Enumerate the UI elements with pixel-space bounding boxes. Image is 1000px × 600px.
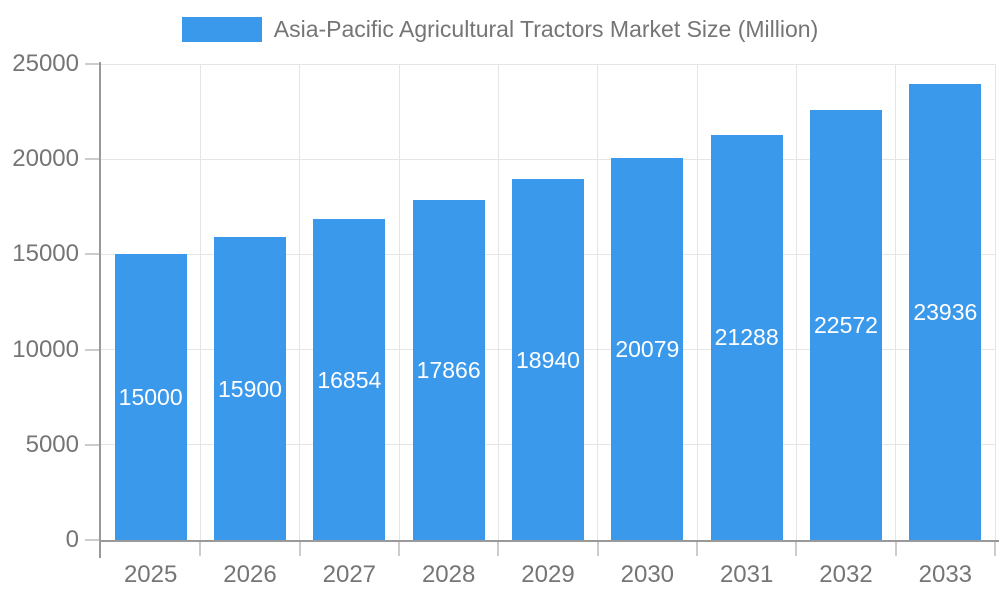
x-axis-tick-label: 2031 (719, 561, 774, 588)
x-axis-tick (596, 540, 599, 556)
gridline-vertical (696, 64, 698, 540)
x-axis-line (99, 540, 999, 542)
bar-value-label: 21288 (714, 324, 779, 351)
bar[interactable] (214, 237, 286, 540)
bar-value-label: 23936 (913, 299, 978, 326)
x-axis-tick (497, 540, 500, 556)
gridline-vertical (497, 64, 499, 540)
bar-value-label: 15900 (218, 375, 282, 402)
y-axis-line (99, 62, 101, 558)
gridline-vertical (199, 64, 201, 540)
x-axis-tick-label: 2032 (819, 561, 873, 588)
y-axis-tick-label: 15000 (12, 240, 79, 268)
bar[interactable] (611, 157, 684, 540)
x-axis-tick (398, 540, 400, 556)
y-axis-tick-label: 25000 (12, 50, 79, 77)
bar-value-label: 17866 (416, 356, 481, 383)
bar-value-label: 16854 (317, 366, 382, 393)
gridline-vertical (895, 64, 897, 540)
x-axis-tick (298, 540, 301, 556)
legend-swatch-icon[interactable] (181, 17, 262, 42)
gridline-vertical (398, 64, 400, 540)
bar-value-label: 15000 (118, 384, 183, 411)
bar[interactable] (114, 254, 187, 540)
x-axis-tick-label: 2027 (322, 561, 377, 588)
gridline-vertical (994, 64, 996, 540)
gridline-vertical (795, 64, 797, 540)
bar[interactable] (512, 179, 584, 540)
y-axis-tick (85, 253, 101, 256)
x-axis-tick-label: 2030 (620, 561, 675, 588)
bar-value-label: 22572 (814, 312, 878, 339)
bar[interactable] (412, 199, 485, 540)
y-axis-tick-label: 20000 (12, 145, 79, 173)
gridline-vertical (597, 64, 599, 540)
x-axis-tick (894, 540, 897, 556)
y-axis-tick (85, 443, 101, 446)
x-axis-tick (795, 540, 798, 556)
y-axis-tick (85, 63, 101, 65)
y-axis-tick (85, 158, 101, 161)
x-axis-tick-label: 2026 (223, 561, 277, 588)
bar-value-label: 20079 (615, 335, 680, 362)
legend-label[interactable]: Asia-Pacific Agricultural Tractors Marke… (273, 16, 819, 42)
y-axis-tick-label: 5000 (25, 430, 79, 458)
x-axis-tick (994, 540, 996, 556)
y-axis-tick-label: 0 (65, 526, 79, 553)
x-axis-tick-label: 2028 (421, 561, 476, 588)
x-axis-tick (199, 540, 202, 556)
bar[interactable] (313, 219, 386, 540)
y-axis-tick (85, 348, 101, 351)
bar-value-label: 18940 (516, 346, 580, 373)
x-axis-tick-label: 2025 (123, 561, 178, 588)
y-axis-tick (85, 539, 101, 541)
bar[interactable] (810, 110, 882, 540)
y-axis-tick-label: 10000 (12, 335, 79, 363)
gridline-vertical (299, 64, 301, 540)
bar[interactable] (909, 84, 982, 540)
x-axis-tick (696, 540, 698, 556)
x-axis-tick-label: 2033 (918, 561, 973, 588)
bar[interactable] (710, 134, 783, 540)
gridline-horizontal (101, 63, 995, 65)
x-axis-tick-label: 2029 (521, 561, 575, 588)
gridline-horizontal (101, 158, 995, 160)
chart-legend[interactable]: Asia-Pacific Agricultural Tractors Marke… (0, 16, 1000, 43)
